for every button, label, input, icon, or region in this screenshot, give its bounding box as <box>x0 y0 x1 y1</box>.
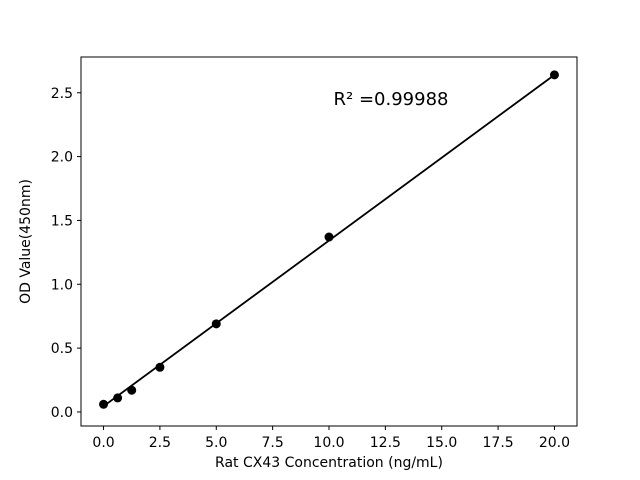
x-axis-tick-label: 5.0 <box>205 435 227 451</box>
data-point <box>99 399 109 409</box>
data-point <box>324 232 334 242</box>
y-axis-tick-label: 0.5 <box>51 341 73 357</box>
x-axis-tick-label: 10.0 <box>313 435 344 451</box>
x-axis-label: Rat CX43 Concentration (ng/mL) <box>215 455 443 471</box>
y-axis-tick-label: 1.0 <box>51 277 73 293</box>
data-point <box>549 70 559 80</box>
data-point <box>113 393 123 403</box>
y-axis-tick-label: 2.5 <box>51 86 73 102</box>
data-point <box>211 319 221 329</box>
y-axis-tick-label: 1.5 <box>51 213 73 229</box>
x-axis-tick-label: 0.0 <box>92 435 114 451</box>
y-axis-label: OD Value(450nm) <box>18 179 34 304</box>
x-axis-tick-label: 20.0 <box>539 435 570 451</box>
data-point <box>127 385 137 395</box>
r-squared-annotation: R² =0.99988 <box>334 89 449 110</box>
y-axis-tick-label: 2.0 <box>51 150 73 166</box>
data-point <box>155 362 165 372</box>
x-axis-tick-label: 7.5 <box>262 435 284 451</box>
x-axis-tick-label: 12.5 <box>370 435 401 451</box>
x-axis-tick-label: 2.5 <box>149 435 171 451</box>
y-axis-tick-label: 0.0 <box>51 405 73 421</box>
x-axis-tick-label: 17.5 <box>483 435 514 451</box>
x-axis-tick-label: 15.0 <box>426 435 457 451</box>
plot-border <box>80 56 578 427</box>
